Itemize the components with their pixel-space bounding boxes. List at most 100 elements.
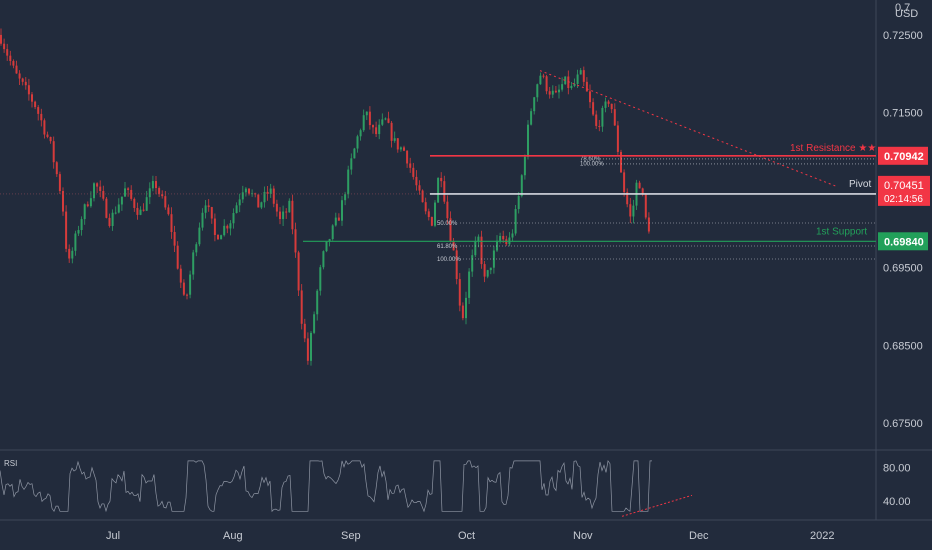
candle — [319, 264, 322, 296]
resistance-price-box: 0.70942 — [878, 146, 928, 165]
candle — [539, 72, 542, 85]
fib-resistance-label: 100.00% — [580, 161, 604, 167]
candle — [272, 185, 275, 208]
candle — [27, 78, 30, 101]
price-pane: 78.60%100.00%50.00%61.80%100.00%1st Resi… — [0, 28, 876, 366]
candle — [536, 83, 539, 102]
candle — [530, 108, 533, 126]
price-tick-label: 0.69500 — [883, 263, 923, 275]
candle — [223, 219, 226, 237]
candle — [511, 229, 514, 242]
candle — [186, 293, 188, 300]
candle — [331, 224, 334, 241]
candle — [9, 50, 12, 66]
candle — [387, 111, 390, 124]
candle — [285, 208, 288, 219]
candle — [486, 269, 489, 279]
svg-text:0.69840: 0.69840 — [884, 236, 924, 248]
candle — [523, 154, 526, 180]
time-tick-label: Nov — [573, 530, 593, 542]
candle — [458, 273, 461, 312]
candle — [623, 169, 626, 197]
candle — [613, 103, 616, 127]
candle — [108, 213, 111, 228]
candle — [21, 77, 24, 86]
candle — [232, 208, 235, 229]
candle — [461, 302, 464, 321]
candle — [93, 182, 95, 202]
candle — [554, 85, 557, 94]
candle — [496, 235, 498, 252]
svg-text:0.70942: 0.70942 — [884, 151, 924, 163]
candle — [105, 196, 108, 219]
candle — [378, 119, 381, 140]
candle — [626, 188, 629, 208]
candle — [350, 153, 353, 175]
price-axis[interactable]: 0.7 USD 0.725000.715000.705000.695000.68… — [878, 2, 930, 430]
price-tick-label: 0.67500 — [883, 418, 923, 430]
candle — [644, 193, 647, 220]
candle — [620, 149, 622, 173]
candle — [604, 97, 607, 113]
downtrend-line[interactable] — [539, 70, 839, 188]
rsi-divergence-line[interactable] — [621, 494, 693, 517]
rsi-title: RSI — [4, 459, 17, 468]
candle — [24, 77, 27, 90]
candle — [127, 187, 130, 197]
candle — [288, 198, 291, 213]
candle — [204, 200, 207, 219]
candle — [616, 121, 619, 155]
candle — [102, 185, 105, 201]
price-tick-label: 0.72500 — [883, 30, 923, 42]
candle — [46, 131, 49, 139]
candle — [629, 197, 632, 224]
support-label: 1st Support — [816, 226, 867, 237]
candle — [198, 222, 201, 247]
candle — [384, 117, 387, 121]
candle — [15, 60, 18, 74]
candle — [551, 85, 554, 99]
candle — [424, 197, 427, 215]
candle — [117, 198, 120, 214]
candle — [114, 206, 117, 215]
support-price-box: 0.69840 — [878, 232, 928, 251]
candle — [415, 170, 418, 191]
candle — [241, 185, 244, 203]
candle — [570, 82, 573, 90]
time-tick-label: Dec — [689, 530, 709, 542]
candle — [390, 121, 393, 148]
time-tick-label: Jul — [106, 530, 120, 542]
candle — [434, 200, 436, 228]
candle — [427, 208, 430, 221]
candle — [142, 203, 145, 212]
candle — [195, 242, 198, 257]
candle — [635, 179, 638, 211]
candle — [0, 28, 2, 46]
candle — [489, 267, 492, 275]
currency-label: USD — [895, 8, 918, 20]
time-axis[interactable]: Jul Aug Sep Oct Nov Dec 2022 — [106, 530, 834, 542]
candle — [564, 76, 567, 85]
candle — [139, 206, 142, 216]
candle — [362, 109, 365, 132]
candle — [213, 213, 216, 242]
candle — [443, 175, 446, 204]
candle — [74, 230, 77, 256]
candle — [18, 70, 21, 86]
candle — [275, 199, 278, 217]
candle — [257, 194, 260, 208]
rsi-tick-label: 40.00 — [883, 496, 911, 508]
candle — [449, 211, 452, 243]
fib-support-label: 100.00% — [437, 257, 461, 263]
rsi-tick-label: 80.00 — [883, 463, 911, 475]
candle — [437, 177, 440, 203]
candle — [40, 108, 43, 127]
candle — [176, 241, 179, 270]
candle — [595, 110, 598, 130]
candle — [322, 250, 325, 270]
candle — [313, 311, 316, 335]
time-tick-label: Oct — [458, 530, 475, 542]
candle — [238, 193, 241, 213]
candle — [43, 118, 46, 139]
